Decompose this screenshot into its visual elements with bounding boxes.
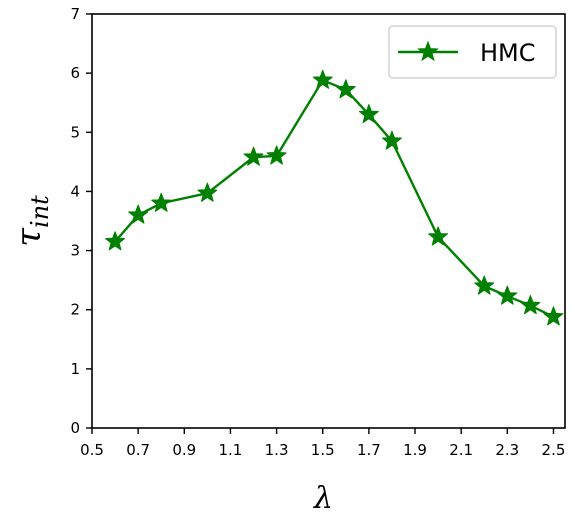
series-line-0 (114, 79, 554, 318)
data-point (381, 130, 402, 150)
y-tick-label: 2 (70, 301, 80, 319)
x-tick-label: 0.5 (80, 441, 104, 459)
data-point (197, 182, 218, 202)
legend-box (388, 25, 557, 79)
data-point (312, 69, 333, 89)
x-tick-label: 0.7 (126, 441, 150, 459)
x-tick-label: 1.9 (403, 441, 427, 459)
legend: HMC (388, 25, 557, 79)
data-point (358, 104, 379, 124)
x-tick-label: 1.5 (311, 441, 335, 459)
x-tick-label: 1.3 (265, 441, 289, 459)
x-tick-label: 2.3 (495, 441, 519, 459)
data-point (243, 146, 264, 166)
data-point (105, 231, 126, 251)
y-tick-label: 5 (70, 123, 80, 141)
x-tick-label: 1.1 (219, 441, 243, 459)
data-point (543, 306, 564, 326)
axes-frame (91, 13, 566, 429)
x-axis-label: λ (313, 481, 333, 512)
y-tick-label: 6 (70, 64, 80, 82)
y-tick-label: 7 (70, 5, 80, 23)
data-point (497, 285, 518, 305)
data-point (151, 192, 172, 212)
legend-marker (417, 40, 439, 62)
x-tick-label: 1.7 (357, 441, 381, 459)
x-tick-label: 2.1 (449, 441, 473, 459)
axes: 0.5 0.7 0.9 1.1 1.3 1.5 1.7 1.9 2.1 2.3 2.5 0 1 2 3 4 5 6… (9, 5, 566, 512)
data-point (266, 145, 287, 165)
data-point (474, 275, 495, 295)
data-point (428, 226, 449, 246)
data-point (335, 79, 356, 99)
legend-label: HMC (480, 39, 536, 67)
y-tick-label: 1 (70, 360, 80, 378)
x-tick-label: 0.9 (172, 441, 196, 459)
data-point (128, 204, 149, 224)
y-tick-label: 3 (70, 242, 80, 260)
y-axis-label: τint (9, 195, 54, 247)
y-tick-label: 4 (70, 182, 80, 200)
plot-area (105, 69, 564, 326)
data-point (520, 295, 541, 315)
x-tick-label: 2.5 (542, 441, 566, 459)
y-tick-label: 0 (70, 419, 80, 437)
